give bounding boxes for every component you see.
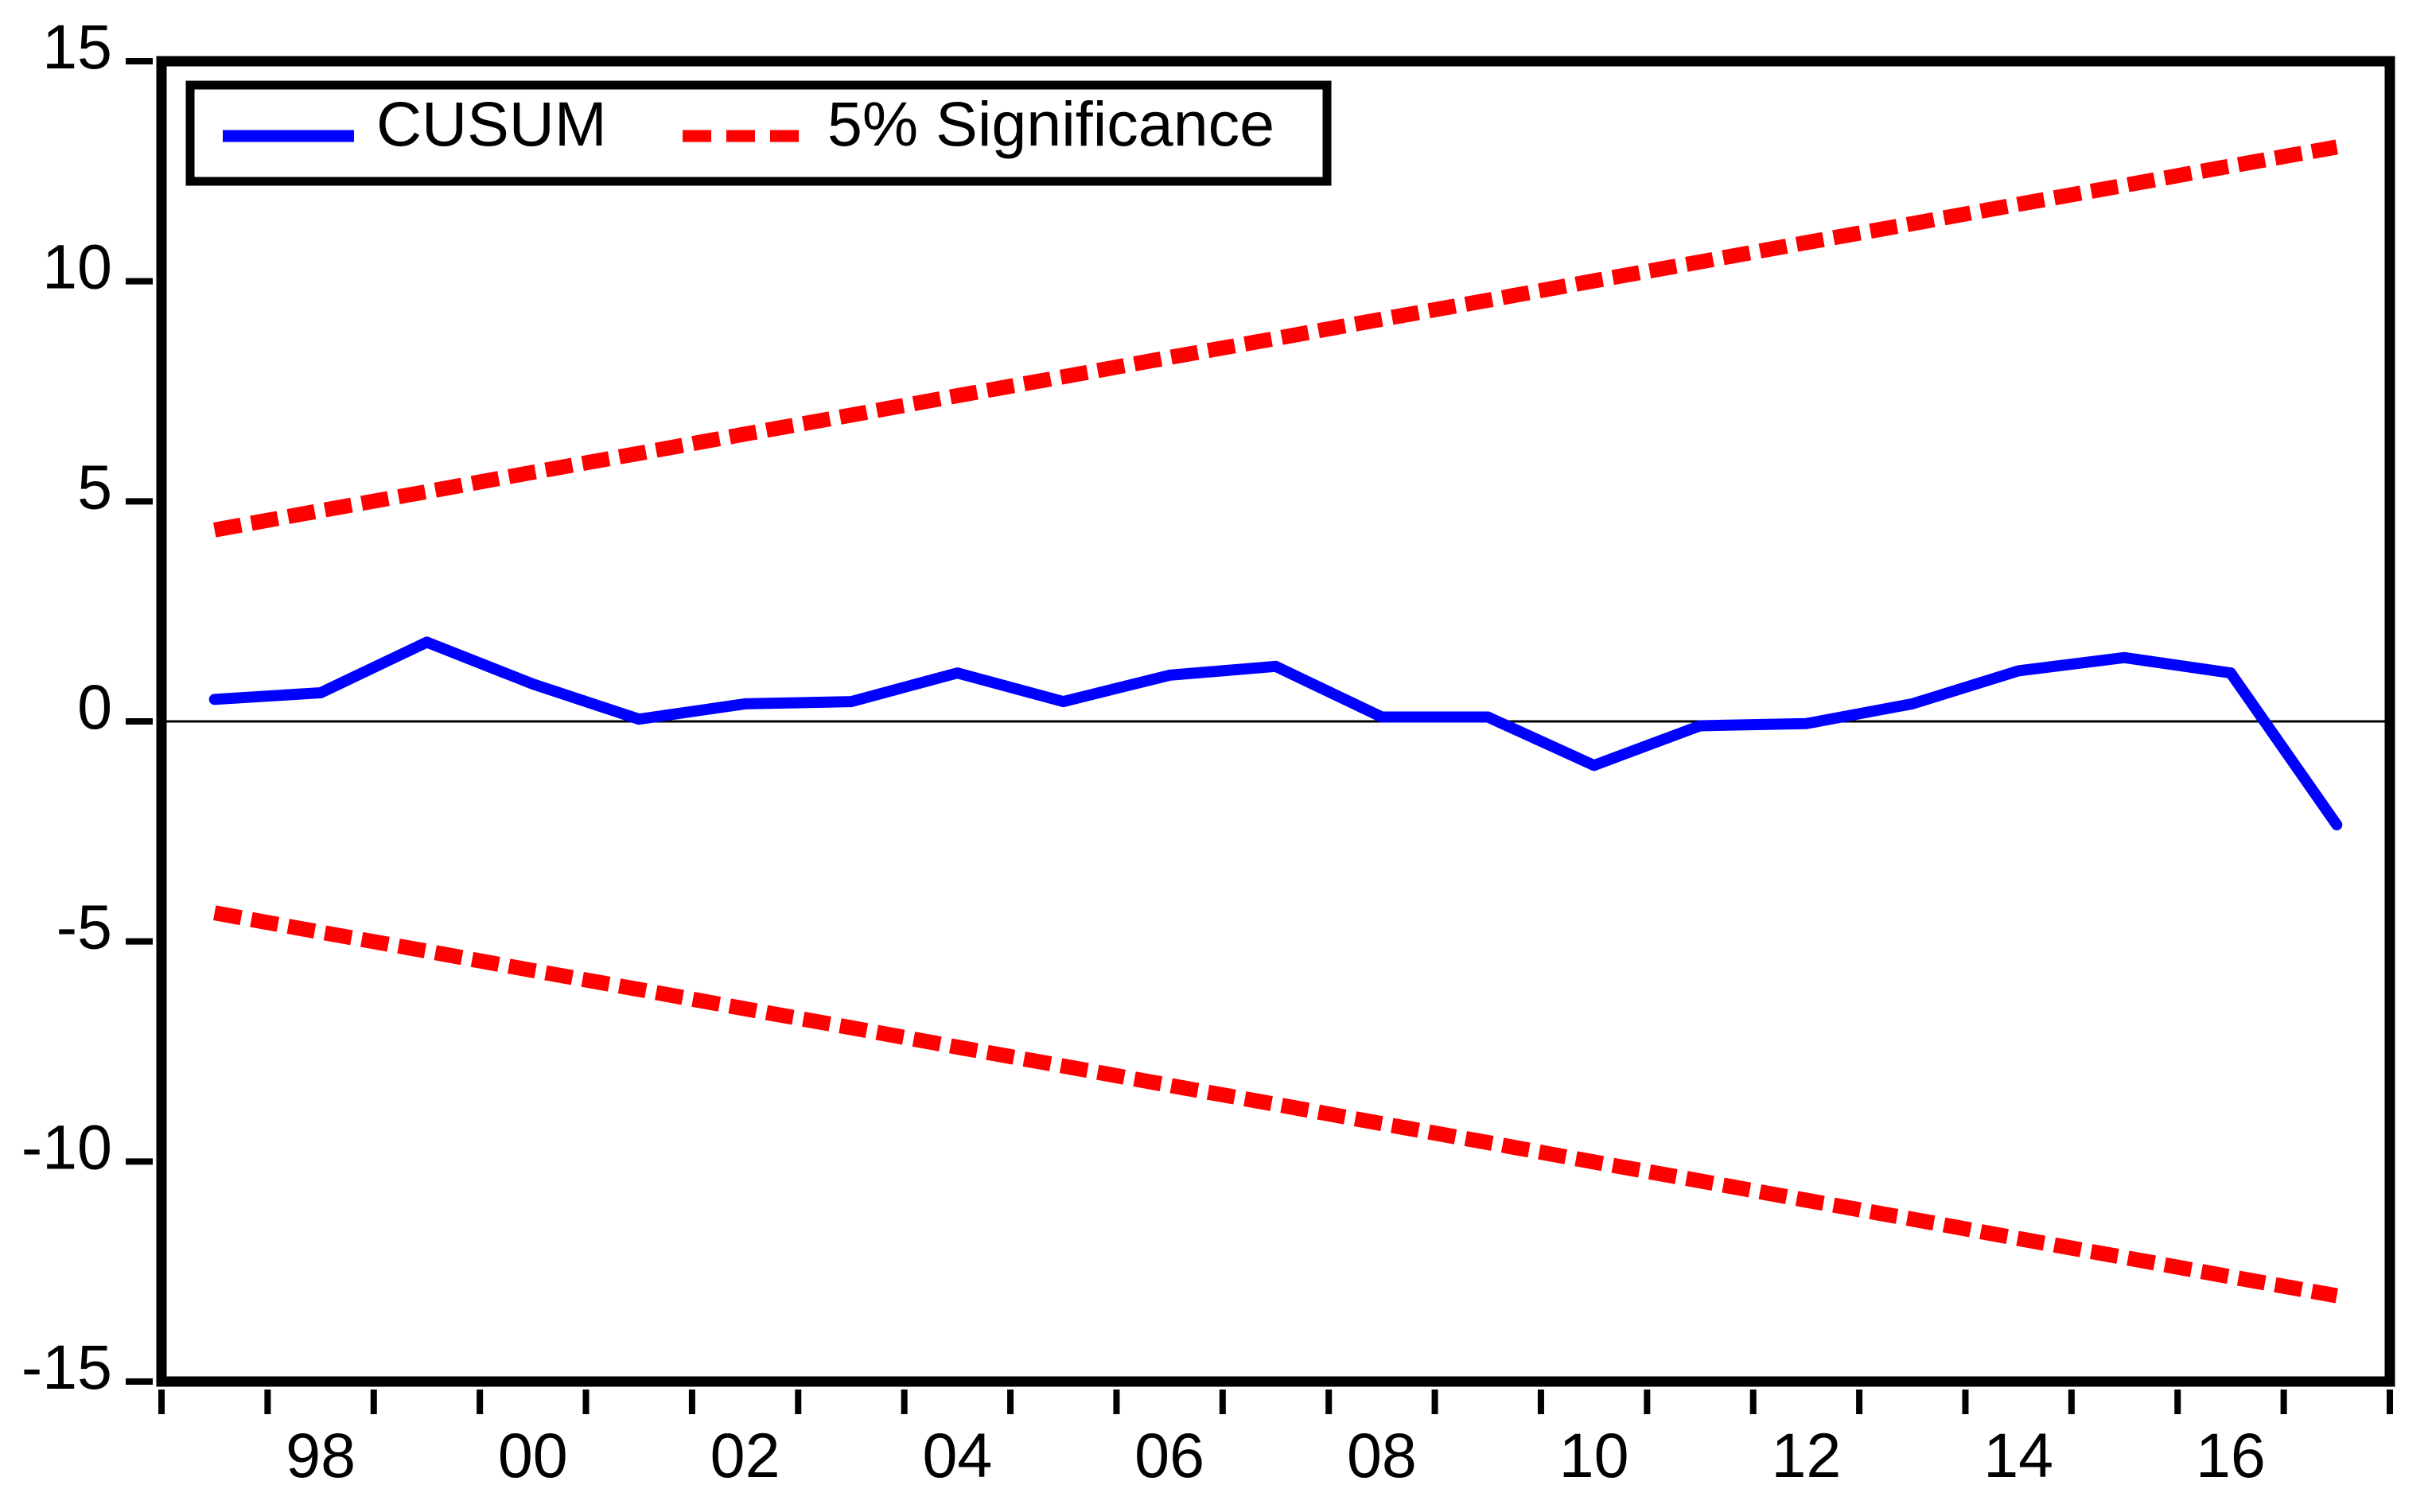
y-axis-tick-label: 15	[42, 11, 112, 82]
x-axis-tick-label: 02	[710, 1420, 780, 1491]
legend-significance-label: 5% Significance	[827, 88, 1274, 159]
x-axis-tick-label: 06	[1134, 1420, 1204, 1491]
cusum-line	[208, 636, 2343, 830]
significance-upper-line	[212, 139, 2338, 538]
x-axis-tick-label: 10	[1559, 1420, 1629, 1491]
x-axis-tick-label: 08	[1347, 1420, 1417, 1491]
plot-frame	[156, 56, 2395, 1387]
x-axis-tick-label: 04	[922, 1420, 992, 1491]
legend-box	[185, 80, 1332, 186]
x-axis-tick-label: 98	[286, 1420, 356, 1491]
y-axis-tick-label: 0	[77, 671, 112, 742]
significance-lower-line	[212, 905, 2338, 1304]
x-axis-tick-label: 14	[1983, 1420, 2053, 1491]
y-axis-tick-label: 10	[42, 231, 112, 302]
legend: CUSUM 5% Significance	[185, 80, 1332, 186]
x-axis-tick-label: 16	[2196, 1420, 2266, 1491]
x-axis-tick-label: 12	[1771, 1420, 1841, 1491]
x-axis-tick-label: 00	[498, 1420, 568, 1491]
y-axis-tick-label: -10	[21, 1111, 112, 1182]
legend-cusum-label: CUSUM	[376, 88, 607, 159]
y-axis-tick-label: 5	[77, 451, 112, 522]
y-axis-tick-label: -5	[56, 892, 112, 962]
y-axis-tick-label: -15	[21, 1331, 112, 1402]
